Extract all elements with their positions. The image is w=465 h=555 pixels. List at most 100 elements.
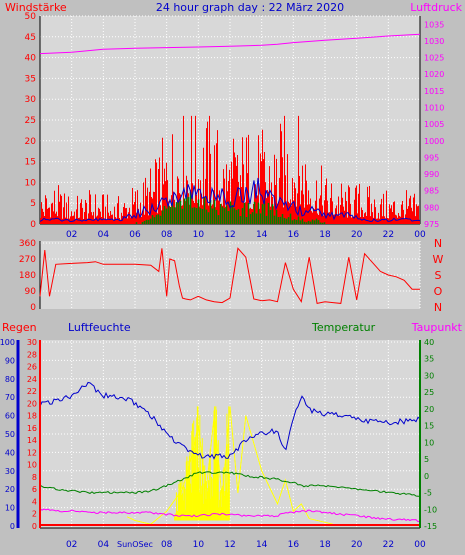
- humidity-tick-label: 18: [27, 412, 37, 421]
- compass-tick-label: N: [434, 237, 442, 250]
- pressure-tick-label: 990: [424, 170, 439, 179]
- rain-tick-label: 90: [5, 356, 15, 365]
- wind-ticks: 0 5 10 15 20 25 30 35 40 45 50: [25, 12, 37, 230]
- bottom-x-tick-label: 04: [98, 540, 110, 550]
- compass-tick-label: W: [433, 253, 444, 266]
- wind-tick-label: 40: [25, 54, 37, 64]
- direction-tick-label: 360: [19, 239, 36, 249]
- bottom-x-tick-label: 08: [161, 540, 173, 550]
- bottom-x-tick-label: 00: [414, 540, 426, 550]
- humidity-tick-label: 10: [27, 461, 37, 470]
- compass-tick-label: S: [435, 269, 442, 282]
- humidity-tick-label: 8: [32, 473, 37, 482]
- temperature-tick-label: 30: [424, 371, 434, 380]
- top-x-tick-label: 08: [161, 230, 173, 240]
- temperature-tick-label: -10: [424, 505, 437, 514]
- pressure-tick-label: 1030: [424, 37, 444, 46]
- top-x-tick-label: 02: [66, 230, 77, 240]
- humidity-tick-label: 24: [27, 375, 37, 384]
- bottom-x-tick-label: 18: [319, 540, 331, 550]
- top-x-tick-label: 12: [224, 230, 235, 240]
- temperature-tick-label: 5: [424, 455, 429, 464]
- pressure-axis-label: Luftdruck: [410, 1, 462, 14]
- temperature-tick-label: 40: [424, 338, 434, 347]
- pressure-ticks: 975 980 985 990 995 1000 1005 1010 1015 1020 1025 1…: [424, 20, 444, 229]
- rain-tick-label: 20: [5, 485, 15, 494]
- bottom-x-tick-label: 22: [383, 540, 394, 550]
- wind-tick-label: 30: [25, 95, 37, 105]
- rain-tick-label: 70: [5, 393, 15, 402]
- bottom-x-tick-label: 02: [66, 540, 77, 550]
- pressure-tick-label: 1000: [424, 137, 444, 146]
- temperature-line: [39, 471, 420, 497]
- pressure-tick-label: 1020: [424, 70, 444, 79]
- humidity-tick-label: 12: [27, 448, 37, 457]
- humidity-tick-label: 14: [27, 436, 37, 445]
- top-x-tick-label: 22: [383, 230, 394, 240]
- top-x-tick-label: 20: [351, 230, 363, 240]
- top-x-tick-label: 04: [98, 230, 110, 240]
- rain-tick-label: 100: [0, 338, 15, 347]
- direction-tick-label: 90: [25, 287, 37, 297]
- bottom-x-tick-label: 14: [256, 540, 268, 550]
- pressure-tick-label: 1005: [424, 120, 444, 129]
- temperature-ticks: -15 -10 -5 0 5 10 15 20 25 30 35 40: [424, 338, 437, 531]
- pressure-series: [39, 33, 421, 55]
- wind-tick-label: 50: [25, 12, 37, 22]
- pressure-tick-label: 995: [424, 153, 439, 162]
- rain-ticks: 0 10 20 30 40 50 60 70 80 90 100: [0, 338, 15, 531]
- wind-series: [39, 115, 421, 224]
- pressure-tick-label: 1025: [424, 54, 444, 63]
- top-x-tick-label: 14: [256, 230, 268, 240]
- temperature-tick-label: 25: [424, 388, 434, 397]
- direction-series: [39, 247, 420, 304]
- bottom-x-tick-label: 10: [193, 540, 205, 550]
- humidity-tick-label: 20: [27, 399, 37, 408]
- wind-average-line: [39, 177, 421, 223]
- direction-tick-label: 270: [19, 255, 36, 265]
- temperature-tick-label: 0: [424, 472, 429, 481]
- dewpoint-line: [39, 508, 421, 523]
- top-x-ticks: 02 04 06 08 10 12 14 16 18 20 22 00: [66, 230, 426, 240]
- sun-line: [126, 406, 334, 525]
- temperature-tick-label: 15: [424, 422, 434, 431]
- direction-line: [39, 247, 420, 304]
- temperature-tick-label: 20: [424, 405, 434, 414]
- wind-tick-label: 0: [30, 220, 36, 230]
- direction-tick-label: 180: [19, 271, 36, 281]
- direction-ticks: 0 90 180 270 360: [19, 239, 36, 313]
- rain-tick-label: 10: [5, 504, 15, 513]
- top-x-tick-label: 00: [414, 230, 426, 240]
- humidity-tick-label: 22: [27, 387, 37, 396]
- pressure-tick-label: 1015: [424, 87, 444, 96]
- rain-tick-label: 40: [5, 448, 15, 457]
- wind-tick-label: 20: [25, 137, 37, 147]
- pressure-tick-label: 1035: [424, 20, 444, 29]
- bottom-x-ticks: 02 04 SunOSec 08 10 12 14 16 18 20 22 00: [66, 540, 426, 550]
- humidity-tick-label: 6: [32, 485, 37, 494]
- humidity-tick-label: 2: [32, 510, 37, 519]
- humidity-tick-label: 4: [32, 497, 37, 506]
- wind-tick-label: 45: [25, 33, 36, 43]
- top-x-tick-label: 06: [129, 230, 141, 240]
- pressure-tick-label: 1010: [424, 104, 444, 113]
- humidity-tick-label: 0: [32, 522, 37, 531]
- wind-tick-label: 35: [25, 74, 36, 84]
- humidity-tick-label: 16: [27, 424, 37, 433]
- top-x-tick-label: 18: [319, 230, 331, 240]
- compass-tick-label: N: [434, 301, 442, 314]
- wind-tick-label: 10: [25, 178, 37, 188]
- temperature-tick-label: 35: [424, 355, 434, 364]
- compass-tick-label: O: [434, 285, 443, 298]
- rain-tick-label: 50: [5, 430, 15, 439]
- temperature-tick-label: 10: [424, 438, 434, 447]
- temperature-tick-label: -15: [424, 522, 437, 531]
- bottom-x-tick-label: SunOSec: [117, 540, 153, 549]
- wind-axis-label: Windstärke: [5, 1, 67, 14]
- bottom-series: [39, 381, 421, 526]
- wind-tick-label: 25: [25, 116, 36, 126]
